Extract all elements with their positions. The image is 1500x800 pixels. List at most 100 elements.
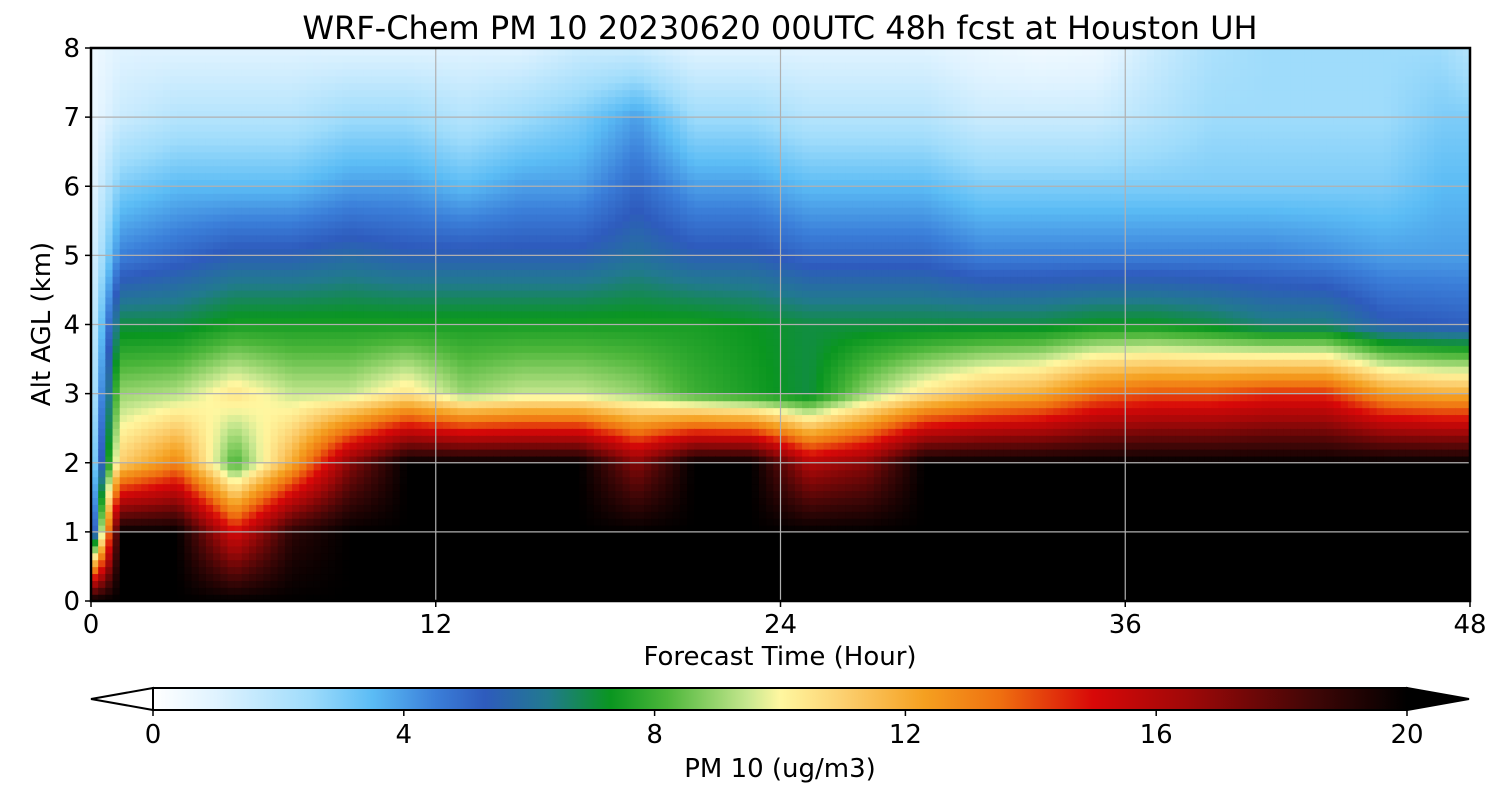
- field-cell: [98, 283, 106, 291]
- field-cell: [127, 76, 135, 84]
- field-cell: [321, 207, 329, 215]
- field-cell: [192, 463, 200, 471]
- field-cell: [105, 325, 113, 333]
- field-cell: [192, 477, 200, 485]
- field-cell: [364, 242, 372, 250]
- field-cell: [235, 62, 243, 70]
- field-cell: [306, 373, 314, 381]
- field-cell: [134, 138, 142, 146]
- field-cell: [378, 394, 386, 402]
- field-cell: [256, 428, 264, 436]
- field-cell: [263, 580, 271, 588]
- field-cell: [192, 580, 200, 588]
- field-cell: [314, 532, 322, 540]
- field-cell: [342, 366, 350, 374]
- field-cell: [206, 159, 214, 167]
- field-cell: [163, 235, 171, 243]
- field-cell: [335, 166, 343, 174]
- field-cell: [314, 380, 322, 388]
- field-cell: [170, 449, 178, 457]
- field-cell: [184, 124, 192, 132]
- field-cell: [249, 401, 257, 409]
- field-cell: [206, 407, 214, 415]
- field-cell: [206, 166, 214, 174]
- field-cell: [249, 55, 257, 63]
- field-cell: [271, 504, 279, 512]
- field-cell: [242, 193, 250, 201]
- field-cell: [256, 214, 264, 222]
- field-cell: [342, 290, 350, 298]
- field-cell: [134, 587, 142, 595]
- field-cell: [321, 435, 329, 443]
- field-cell: [148, 89, 156, 97]
- field-cell: [163, 297, 171, 305]
- field-cell: [113, 131, 121, 139]
- field-cell: [378, 255, 386, 263]
- field-cell: [163, 200, 171, 208]
- field-cell: [271, 442, 279, 450]
- field-cell: [371, 338, 379, 346]
- field-cell: [271, 518, 279, 526]
- field-cell: [192, 159, 200, 167]
- field-cell: [235, 560, 243, 568]
- field-cell: [321, 186, 329, 194]
- field-cell: [285, 103, 293, 111]
- field-cell: [170, 69, 178, 77]
- field-cell: [227, 290, 235, 298]
- field-cell: [184, 89, 192, 97]
- field-cell: [364, 345, 372, 353]
- field-cell: [148, 117, 156, 125]
- field-cell: [292, 366, 300, 374]
- field-cell: [163, 172, 171, 180]
- field-cell: [271, 207, 279, 215]
- field-cell: [163, 152, 171, 160]
- field-cell: [314, 428, 322, 436]
- field-cell: [141, 359, 149, 367]
- field-cell: [163, 117, 171, 125]
- field-cell: [328, 200, 336, 208]
- field-cell: [321, 138, 329, 146]
- field-cell: [141, 159, 149, 167]
- field-cell: [335, 587, 343, 595]
- field-cell: [227, 546, 235, 554]
- field-cell: [364, 262, 372, 270]
- field-cell: [306, 166, 314, 174]
- field-cell: [306, 504, 314, 512]
- field-cell: [364, 490, 372, 498]
- field-cell: [299, 331, 307, 339]
- field-cell: [105, 255, 113, 263]
- field-cell: [192, 359, 200, 367]
- field-cell: [306, 428, 314, 436]
- field-cell: [98, 228, 106, 236]
- field-cell: [227, 414, 235, 422]
- field-cell: [357, 359, 365, 367]
- field-cell: [213, 532, 221, 540]
- field-cell: [364, 428, 372, 436]
- field-cell: [278, 532, 286, 540]
- field-cell: [306, 214, 314, 222]
- field-cell: [357, 490, 365, 498]
- field-cell: [306, 159, 314, 167]
- field-cell: [105, 55, 113, 63]
- field-cell: [385, 207, 393, 215]
- field-cell: [127, 200, 135, 208]
- field-cell: [148, 573, 156, 581]
- field-cell: [249, 442, 257, 450]
- field-cell: [235, 394, 243, 402]
- field-cell: [206, 380, 214, 388]
- field-cell: [134, 276, 142, 284]
- field-cell: [285, 304, 293, 312]
- field-cell: [163, 338, 171, 346]
- field-cell: [206, 186, 214, 194]
- field-cell: [350, 242, 358, 250]
- field-cell: [314, 539, 322, 547]
- field-cell: [227, 442, 235, 450]
- field-cell: [385, 269, 393, 277]
- field-cell: [199, 62, 207, 70]
- field-cell: [335, 145, 343, 153]
- field-cell: [105, 373, 113, 381]
- field-cell: [170, 145, 178, 153]
- field-cell: [256, 573, 264, 581]
- field-cell: [206, 311, 214, 319]
- field-cell: [170, 553, 178, 561]
